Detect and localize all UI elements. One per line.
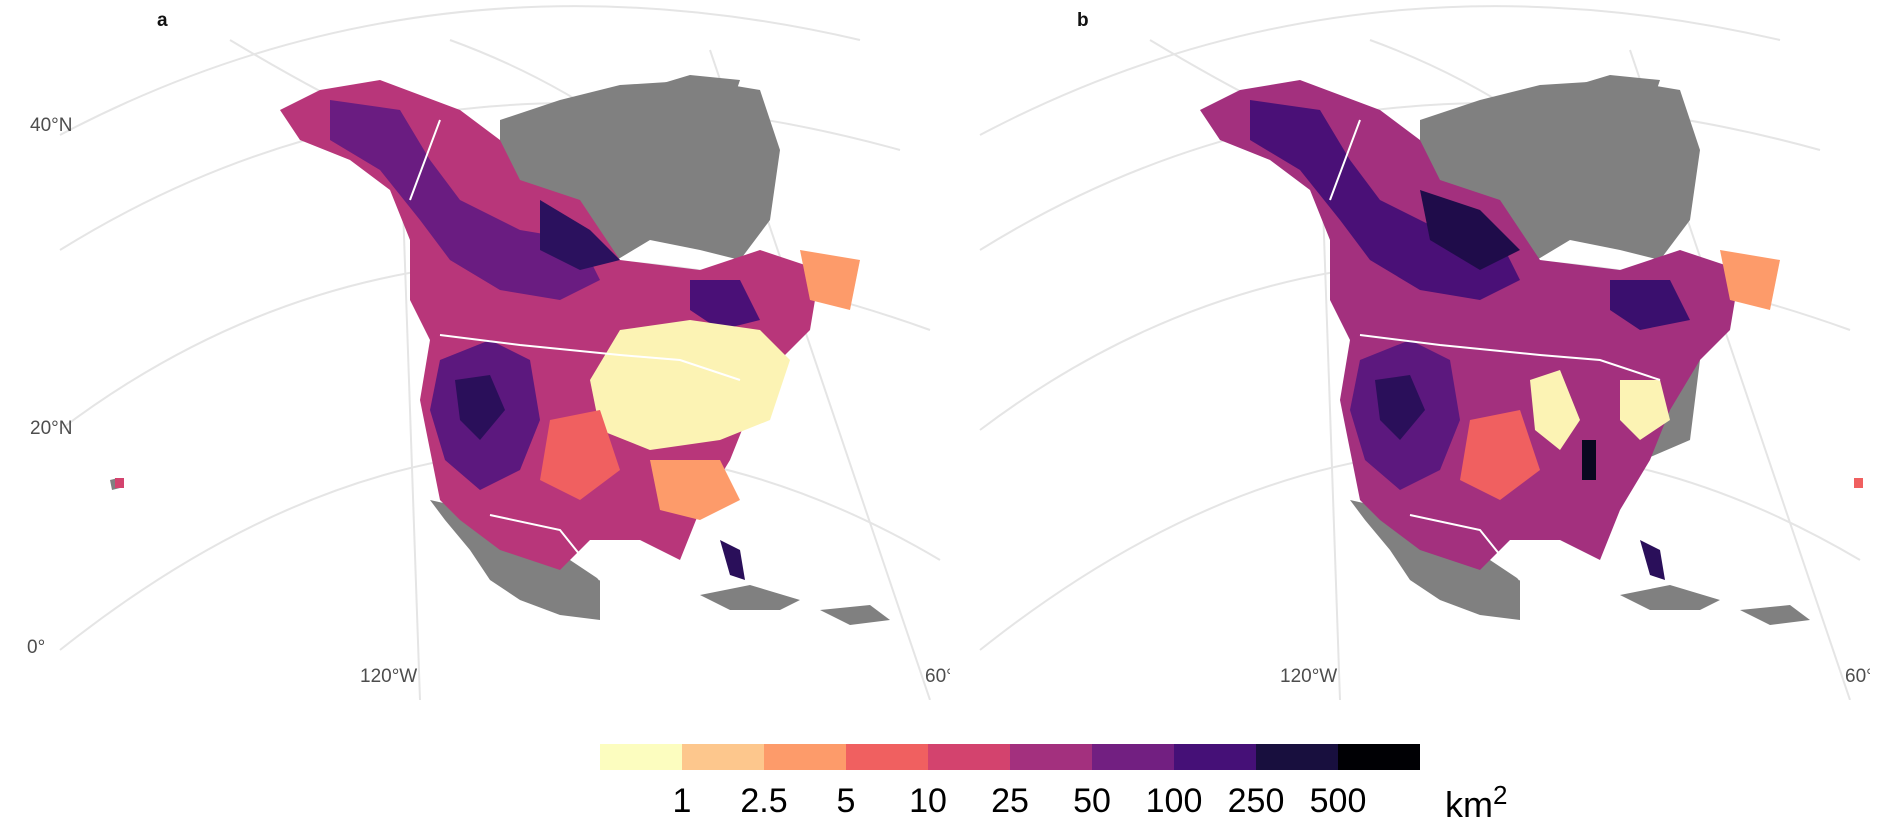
lat-label-20n: 20°N	[30, 418, 73, 439]
legend-swatch	[1338, 744, 1420, 770]
map-panel-b: b 120°W 60°W	[920, 0, 1870, 700]
map-panel-a: a 40°N 20°N 0° 120°W 60°W	[0, 0, 950, 700]
legend-tick-label: 10	[909, 782, 947, 820]
borders-b	[1329, 119, 1661, 581]
panel-label-a: a	[157, 10, 168, 31]
heatmap-b	[1200, 80, 1863, 580]
legend-swatch	[1010, 744, 1092, 770]
legend-swatch	[1256, 744, 1338, 770]
legend-color-bar	[600, 744, 1420, 770]
borders-a	[409, 119, 741, 581]
legend-tick-label: 50	[1073, 782, 1111, 820]
legend-swatch	[1174, 744, 1256, 770]
map-a-svg	[59, 5, 941, 700]
lon-label-120w-b: 120°W	[1280, 666, 1338, 687]
legend-swatch	[764, 744, 846, 770]
panel-label-b: b	[1077, 10, 1089, 31]
legend-swatch	[682, 744, 764, 770]
legend-unit-exponent: 2	[1493, 780, 1508, 810]
legend-tick-label: 500	[1309, 782, 1367, 820]
heatmap-a	[115, 80, 860, 580]
legend-unit-label: km2	[1445, 780, 1507, 826]
map-b-svg	[979, 5, 1863, 700]
legend-swatch	[846, 744, 928, 770]
lon-label-60w-a: 60°W	[925, 666, 950, 687]
legend-tick-label: 25	[991, 782, 1029, 820]
lon-label-120w-a: 120°W	[360, 666, 418, 687]
legend-tick-label: 100	[1145, 782, 1203, 820]
legend-tick-label: 2.5	[740, 782, 788, 820]
lat-label-40n: 40°N	[30, 115, 73, 136]
legend-tick-label: 1	[672, 782, 692, 820]
lon-label-60w-b: 60°W	[1845, 666, 1870, 687]
legend-swatch	[1092, 744, 1174, 770]
legend-tick-label: 250	[1227, 782, 1285, 820]
legend-swatch	[600, 744, 682, 770]
color-legend: 1 2.5 5 10 25 50 100 250 500 km2	[600, 744, 1507, 832]
legend-tick-label: 5	[836, 782, 856, 820]
legend-unit-base: km	[1445, 784, 1493, 825]
legend-swatch	[928, 744, 1010, 770]
lat-label-0: 0°	[27, 637, 46, 658]
